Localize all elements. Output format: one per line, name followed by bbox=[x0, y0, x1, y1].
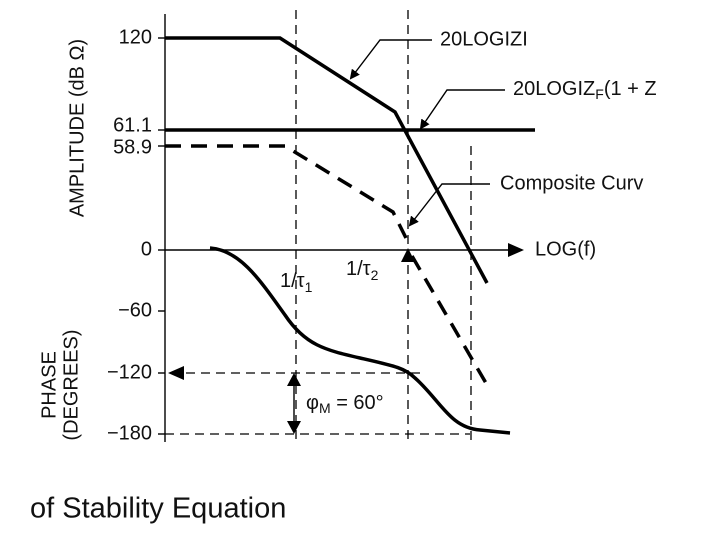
phase-label: PHASE bbox=[38, 351, 60, 419]
annotation-part: (1 + Z bbox=[604, 78, 657, 100]
composite-curve bbox=[165, 144, 408, 239]
annotation-part: 1/τ bbox=[280, 270, 305, 292]
amplitude-label: AMPLITUDE (dB Ω) bbox=[66, 39, 88, 217]
leader bbox=[408, 183, 490, 227]
annotation-sub: 1 bbox=[305, 279, 313, 295]
annotation: 20LOGIZF(1 + Z bbox=[513, 78, 657, 101]
phase-label: (DEGREES) bbox=[60, 329, 82, 440]
tick-label: −180 bbox=[107, 422, 152, 444]
annotation-sub: 2 bbox=[371, 267, 379, 283]
tick-label: 120 bbox=[119, 26, 152, 48]
annotation: 20LOGIZI bbox=[440, 28, 528, 50]
tick-marks bbox=[158, 37, 165, 435]
margin-arrowheads bbox=[287, 373, 301, 434]
annotation-sub: F bbox=[595, 86, 604, 102]
phase-curve bbox=[209, 246, 511, 435]
annotation-part: 20LOGIZ bbox=[513, 78, 595, 100]
x-axis-label: LOG(f) bbox=[535, 238, 596, 260]
leader bbox=[349, 39, 432, 80]
annotation-part: = 60° bbox=[331, 392, 384, 414]
tick-label: 61.1 bbox=[113, 114, 152, 136]
annotation-part: φ bbox=[306, 392, 319, 414]
caption: of Stability Equation bbox=[30, 493, 286, 525]
tick-label: −120 bbox=[107, 361, 152, 383]
crossover-marker bbox=[401, 248, 415, 262]
annotation-sub: M bbox=[319, 400, 331, 416]
annotation-part: 1/τ bbox=[346, 258, 371, 280]
open-loop-curve bbox=[165, 36, 489, 284]
annotation: Composite Curv bbox=[500, 172, 643, 194]
annotation: φM = 60° bbox=[306, 392, 384, 415]
annotation: 1/τ2 bbox=[346, 258, 379, 282]
annotation: 1/τ1 bbox=[280, 270, 313, 294]
leader bbox=[419, 89, 505, 130]
tick-label: 58.9 bbox=[113, 136, 152, 158]
tick-label: −60 bbox=[118, 299, 152, 321]
tick-label: 0 bbox=[141, 238, 152, 260]
composite-curve bbox=[410, 255, 492, 391]
